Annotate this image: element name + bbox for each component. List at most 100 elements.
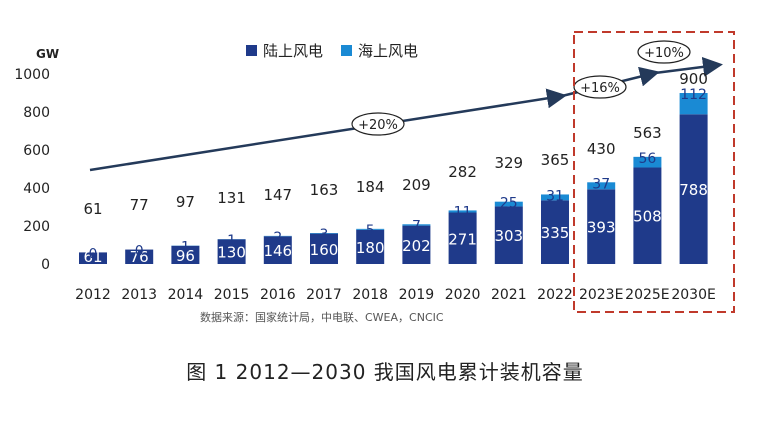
growth-bubble (573, 75, 627, 99)
label-total: 77 (130, 196, 149, 214)
label-onshore: 788 (679, 181, 708, 199)
label-offshore: 56 (638, 151, 656, 167)
x-tick-label: 2025E (625, 287, 669, 303)
bar-onshore (402, 225, 431, 264)
bars (79, 93, 708, 264)
label-offshore: 5 (366, 223, 375, 239)
label-total: 282 (448, 163, 477, 181)
y-axis: 0 200 400 600 800 1000 GW (14, 47, 59, 273)
growth-bubble (637, 40, 691, 64)
label-total: 184 (356, 178, 385, 196)
y-tick-label: 1000 (14, 67, 50, 83)
label-offshore: 1 (227, 233, 236, 249)
label-onshore: 130 (217, 244, 246, 262)
label-total: 563 (633, 124, 662, 142)
label-total: 97 (176, 193, 195, 211)
label-offshore: 25 (500, 196, 518, 212)
bar-offshore (679, 93, 708, 115)
label-onshore: 393 (587, 219, 616, 237)
label-offshore: 37 (592, 176, 610, 192)
x-tick-label: 2030E (671, 287, 715, 303)
label-offshore: 0 (135, 244, 144, 260)
bar-onshore (79, 252, 107, 264)
source-note: 数据来源：国家统计局，中电联、CWEA，CNCIC (200, 310, 444, 324)
bar-onshore (263, 236, 292, 264)
trend-arrow (89, 88, 567, 172)
label-onshore: 202 (402, 237, 431, 255)
growth-bubble (351, 112, 405, 136)
label-offshore: 11 (454, 204, 472, 220)
growth-label: +10% (644, 46, 684, 61)
label-onshore: 303 (494, 227, 523, 245)
label-total: 163 (310, 181, 339, 199)
bar-onshore (633, 167, 662, 264)
growth-label: +16% (580, 81, 620, 96)
x-axis: 2012 2013 2014 2015 2016 2017 2018 2019 2020 2021… (75, 287, 716, 303)
label-offshore: 112 (680, 87, 707, 103)
y-tick-label: 600 (23, 143, 50, 159)
label-offshore: 1 (181, 240, 190, 256)
label-total: 365 (541, 151, 570, 169)
label-total: 900 (679, 70, 708, 88)
bar-onshore (171, 245, 200, 264)
label-onshore: 76 (130, 248, 149, 266)
label-offshore: 2 (273, 230, 282, 246)
bar-onshore (541, 200, 569, 264)
y-tick-label: 0 (41, 257, 50, 273)
label-onshore: 335 (541, 224, 570, 242)
legend-swatch (246, 45, 257, 56)
figure-caption: 图 1 2012—2030 我国风电累计装机容量 (186, 360, 584, 384)
bar-offshore (587, 182, 616, 190)
growth-label: +20% (358, 118, 398, 133)
bar-onshore (217, 239, 246, 264)
bar-offshore (356, 228, 385, 230)
data-labels: 6106176077961971301131146214716031631805… (83, 70, 707, 266)
legend-label: 陆上风电 (263, 42, 323, 60)
label-total: 131 (217, 189, 246, 207)
x-tick-label: 2012 (75, 287, 111, 303)
x-tick-label: 2016 (260, 287, 296, 303)
label-offshore: 0 (89, 246, 98, 262)
label-total: 209 (402, 176, 431, 194)
bar-offshore (448, 210, 477, 213)
bar-offshore (402, 224, 431, 226)
bar-offshore (494, 201, 523, 207)
label-onshore: 61 (83, 248, 102, 266)
bar-offshore (541, 194, 569, 201)
label-offshore: 3 (320, 227, 329, 243)
x-tick-label: 2023E (579, 287, 623, 303)
growth-annotations: +20% +16% +10% (351, 40, 691, 136)
x-tick-label: 2022 (537, 287, 573, 303)
bar-onshore (448, 212, 477, 264)
trend-arrow (654, 56, 723, 77)
x-tick-label: 2015 (214, 287, 250, 303)
label-total: 147 (263, 186, 292, 204)
forecast-highlight-box (573, 31, 735, 313)
label-onshore: 146 (263, 242, 292, 260)
label-total: 430 (587, 140, 616, 158)
label-onshore: 271 (448, 230, 477, 248)
x-tick-label: 2019 (399, 287, 435, 303)
trend-arrows (89, 56, 723, 172)
bar-onshore (125, 249, 154, 264)
label-total: 329 (494, 154, 523, 172)
label-total: 61 (83, 200, 102, 218)
legend-swatch (341, 45, 352, 56)
y-axis-unit: GW (36, 47, 59, 61)
y-tick-label: 400 (23, 181, 50, 197)
label-offshore: 31 (546, 188, 564, 204)
legend: 陆上风电 海上风电 (246, 42, 418, 60)
bar-onshore (679, 114, 708, 264)
x-tick-label: 2014 (168, 287, 204, 303)
label-onshore: 508 (633, 208, 662, 226)
bar-offshore (310, 233, 338, 234)
legend-label: 海上风电 (358, 42, 418, 60)
y-tick-label: 800 (23, 105, 50, 121)
bar-onshore (494, 206, 523, 264)
x-tick-label: 2021 (491, 287, 527, 303)
label-onshore: 180 (356, 239, 385, 257)
x-tick-label: 2020 (445, 287, 481, 303)
x-tick-label: 2018 (352, 287, 388, 303)
bar-offshore (633, 156, 662, 168)
